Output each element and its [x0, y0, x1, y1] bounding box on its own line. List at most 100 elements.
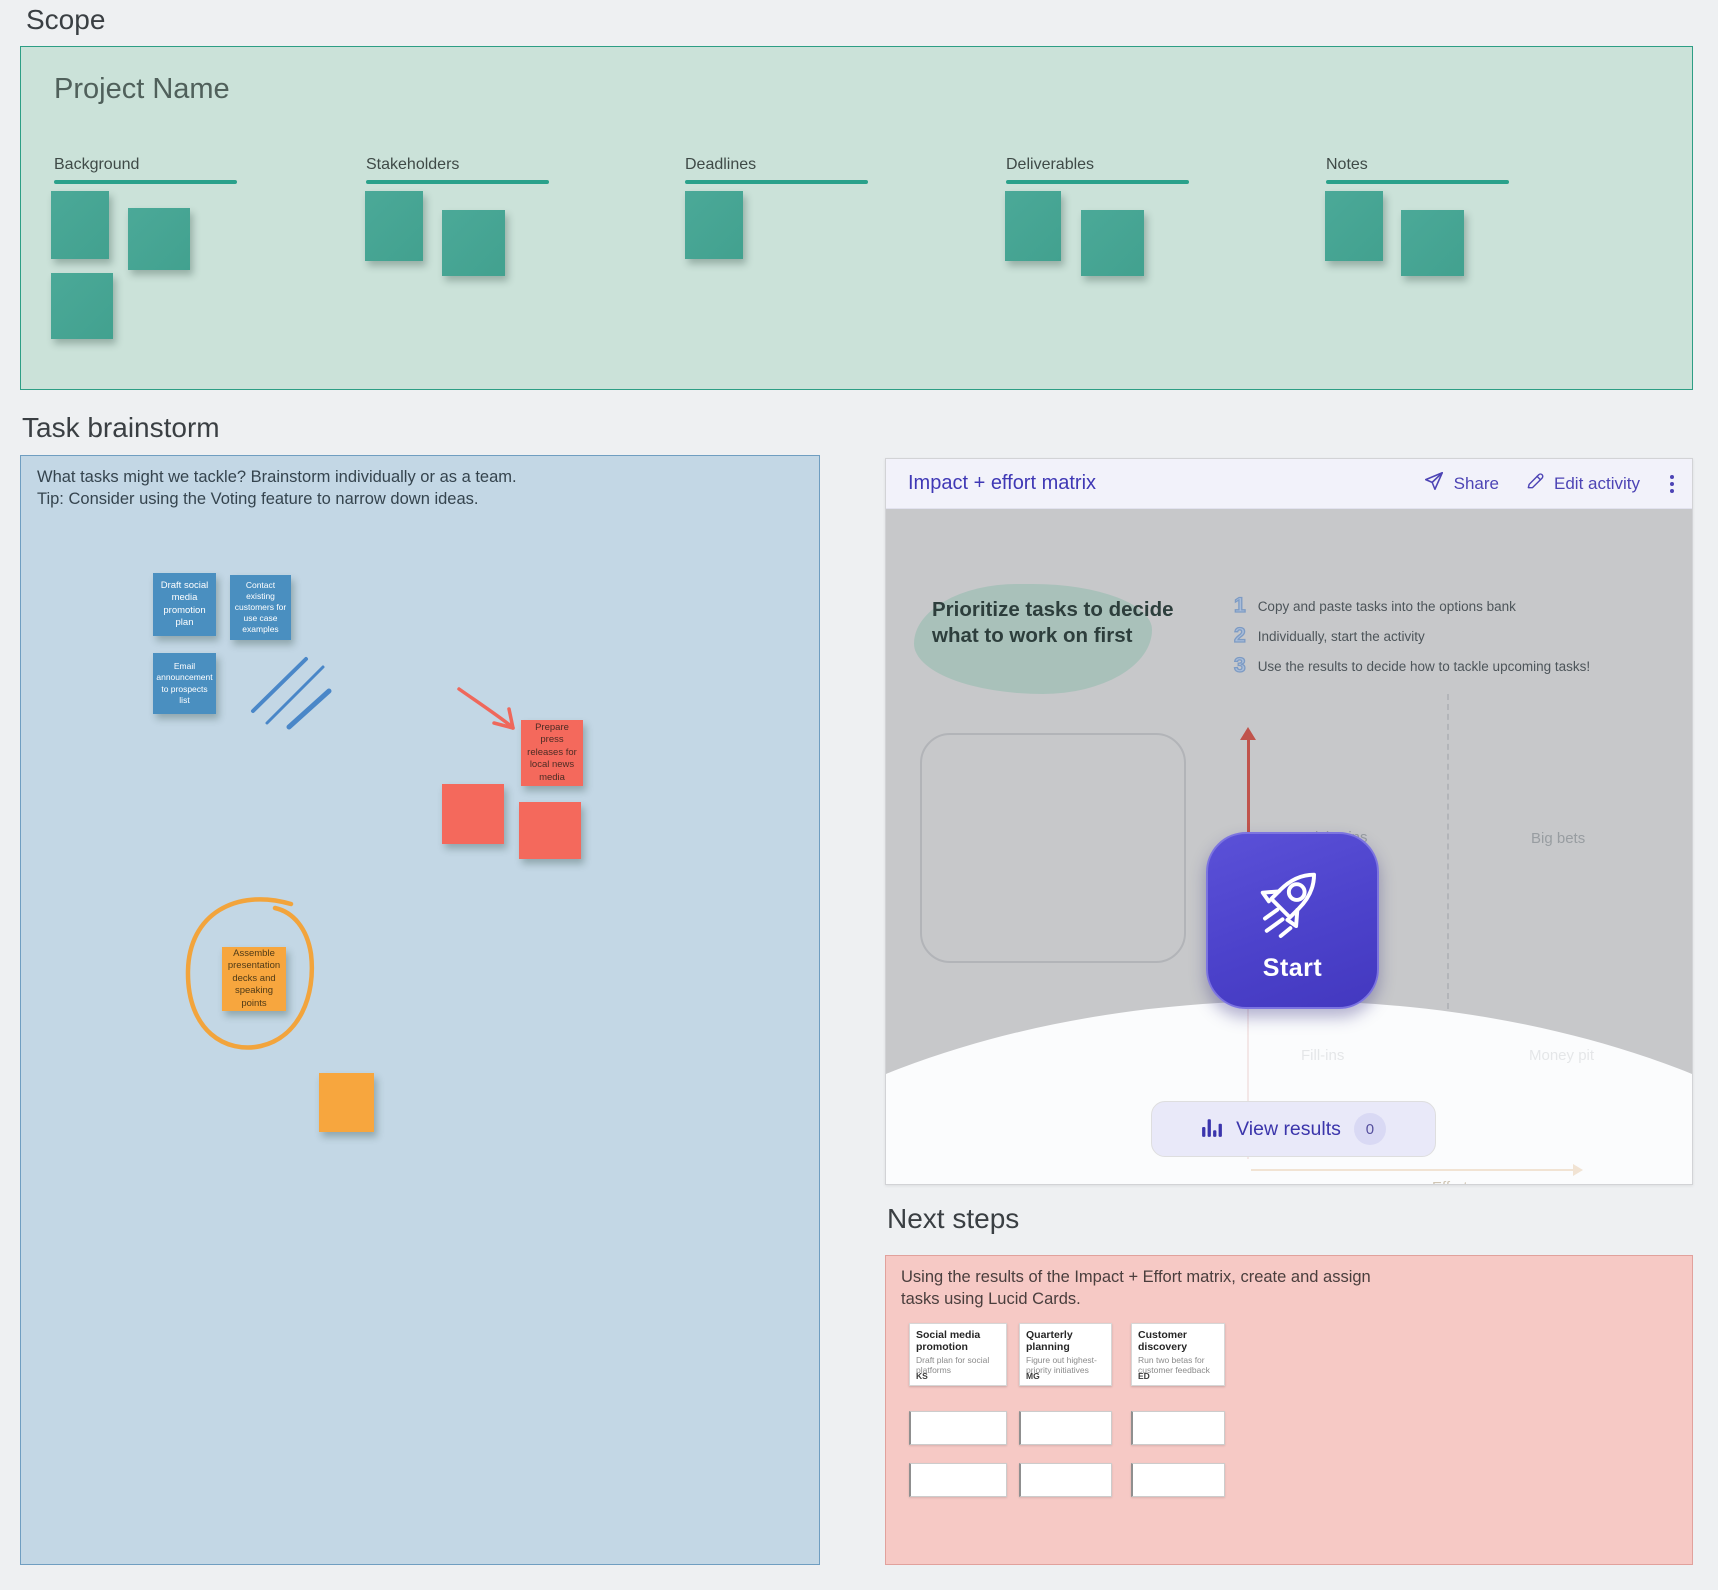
- activity-headline: Prioritize tasks to decide what to work …: [932, 598, 1174, 647]
- share-button[interactable]: Share: [1423, 470, 1499, 497]
- step-text: Use the results to decide how to tackle …: [1257, 659, 1591, 674]
- edit-activity-label: Edit activity: [1554, 473, 1640, 493]
- scope-column-deliverables: Deliverables: [1006, 156, 1189, 184]
- sticky-note[interactable]: [519, 802, 581, 859]
- pencil-icon: [1525, 471, 1545, 496]
- scope-column-background: Background: [54, 156, 237, 184]
- column-label: Stakeholders: [366, 156, 460, 173]
- empty-lucid-card[interactable]: [1131, 1463, 1225, 1497]
- empty-lucid-card[interactable]: [1019, 1463, 1112, 1497]
- next-steps-heading: Next steps: [887, 1203, 1020, 1234]
- column-label: Deliverables: [1006, 156, 1095, 173]
- card-title: Customer discovery: [1138, 1329, 1188, 1354]
- column-underline: [366, 180, 549, 184]
- sticky-note[interactable]: [319, 1073, 374, 1132]
- empty-lucid-card[interactable]: [1019, 1411, 1112, 1445]
- next-steps-container[interactable]: Using the results of the Impact + Effort…: [885, 1255, 1693, 1565]
- highlight-blob: [914, 584, 1152, 694]
- activity-title: Impact + effort matrix: [908, 472, 1097, 494]
- step-number: 3: [1233, 654, 1246, 677]
- next-steps-description: Using the results of the Impact + Effort…: [901, 1266, 1371, 1310]
- step-text: Individually, start the activity: [1257, 629, 1425, 644]
- sticky-note[interactable]: [128, 208, 190, 270]
- circle-annotation[interactable]: [185, 897, 315, 1050]
- pen-strokes[interactable]: [251, 657, 332, 730]
- step-number: 1: [1233, 594, 1246, 617]
- quadrant-label-big-bets: Big bets: [1531, 830, 1586, 847]
- next-steps-description-line1: Using the results of the Impact + Effort…: [901, 1268, 1371, 1286]
- impact-axis-arrowhead: [1240, 727, 1256, 740]
- more-options-icon[interactable]: [1666, 471, 1678, 497]
- matrix-background-blob: [886, 1001, 1692, 1184]
- empty-lucid-card[interactable]: [1131, 1411, 1225, 1445]
- card-description: Run two betas for customer feedback: [1138, 1355, 1210, 1376]
- card-assignee: MG: [1026, 1371, 1040, 1381]
- start-button-label: Start: [1262, 953, 1323, 982]
- activity-step-2: 2 Individually, start the activity: [1233, 624, 1425, 647]
- sticky-note[interactable]: [442, 210, 505, 276]
- start-activity-button[interactable]: Start: [1206, 832, 1379, 1009]
- activity-step-3: 3 Use the results to decide how to tackl…: [1233, 654, 1591, 677]
- sticky-note[interactable]: [51, 191, 109, 259]
- sticky-note[interactable]: [365, 191, 423, 261]
- sticky-note[interactable]: [51, 273, 113, 339]
- scope-column-deadlines: Deadlines: [685, 156, 868, 184]
- sticky-note[interactable]: [442, 784, 504, 844]
- quadrant-label-money-pit: Money pit: [1529, 1047, 1595, 1064]
- sticky-note[interactable]: [1005, 191, 1061, 261]
- sticky-note[interactable]: Assemble presentation decks and speaking…: [222, 947, 286, 1011]
- edit-activity-button[interactable]: Edit activity: [1525, 471, 1640, 496]
- activity-preview-area: Prioritize tasks to decide what to work …: [886, 509, 1692, 1184]
- activity-header-actions: Share Edit activity: [1423, 470, 1678, 497]
- column-label: Background: [54, 156, 140, 173]
- rocket-icon: [1251, 859, 1335, 948]
- paper-plane-icon: [1423, 470, 1445, 497]
- card-assignee: KS: [916, 1371, 928, 1381]
- step-number: 2: [1233, 624, 1246, 647]
- sticky-note[interactable]: [1401, 210, 1464, 276]
- card-description: Draft plan for social platforms: [916, 1355, 990, 1376]
- impact-axis-faint: [1247, 1009, 1249, 1159]
- sticky-note[interactable]: [685, 191, 743, 259]
- lucid-card-quarterly-planning[interactable]: Quarterly planning Figure out highest-pr…: [1019, 1323, 1112, 1386]
- sticky-note[interactable]: Draft social media promotion plan: [153, 573, 216, 636]
- scope-column-notes: Notes: [1326, 156, 1509, 184]
- card-title: Quarterly planning: [1026, 1329, 1073, 1354]
- lucid-card-customer-discovery[interactable]: Customer discovery Run two betas for cus…: [1131, 1323, 1225, 1386]
- bar-chart-icon: [1201, 1116, 1223, 1143]
- freehand-drawing-layer: [185, 657, 515, 1050]
- share-label: Share: [1453, 473, 1500, 493]
- scope-heading: Scope: [26, 4, 106, 35]
- column-underline: [1326, 180, 1509, 184]
- task-brainstorm-container[interactable]: What tasks might we tackle? Brainstorm i…: [20, 455, 820, 1565]
- next-steps-description-line2: tasks using Lucid Cards.: [901, 1290, 1081, 1308]
- sticky-note[interactable]: Prepare press releases for local news me…: [521, 720, 583, 786]
- sticky-note[interactable]: Contact existing customers for use case …: [230, 575, 291, 640]
- arrow-annotation[interactable]: [457, 687, 515, 730]
- sticky-note[interactable]: [1325, 191, 1383, 261]
- activity-panel-header: Impact + effort matrix Share: [886, 459, 1692, 509]
- view-results-button[interactable]: View results 0: [1151, 1101, 1436, 1157]
- card-assignee: ED: [1138, 1371, 1150, 1381]
- impact-axis: [1247, 738, 1250, 832]
- options-bank-outline: [920, 733, 1186, 963]
- column-underline: [54, 180, 237, 184]
- empty-lucid-card[interactable]: [909, 1411, 1007, 1445]
- brainstorm-prompt: What tasks might we tackle? Brainstorm i…: [37, 466, 517, 510]
- column-label: Notes: [1326, 156, 1368, 173]
- empty-lucid-card[interactable]: [909, 1463, 1007, 1497]
- column-underline: [685, 180, 868, 184]
- view-results-label: View results: [1236, 1117, 1341, 1140]
- sticky-note[interactable]: [1081, 210, 1144, 276]
- brainstorm-prompt-line2: Tip: Consider using the Voting feature t…: [37, 490, 479, 508]
- column-label: Deadlines: [685, 156, 757, 173]
- lucid-card-social-media[interactable]: Social media promotion Draft plan for so…: [909, 1323, 1007, 1386]
- column-underline: [1006, 180, 1189, 184]
- impact-effort-activity-panel[interactable]: Prioritize tasks to decide what to work …: [885, 458, 1693, 1185]
- scope-container[interactable]: Project Name Background Stakeholders Dea…: [20, 46, 1693, 390]
- sticky-note[interactable]: Email announcement to prospects list: [153, 653, 216, 714]
- task-brainstorm-heading: Task brainstorm: [22, 412, 220, 443]
- project-name-title: Project Name: [54, 73, 230, 105]
- effort-axis: [1251, 1169, 1573, 1171]
